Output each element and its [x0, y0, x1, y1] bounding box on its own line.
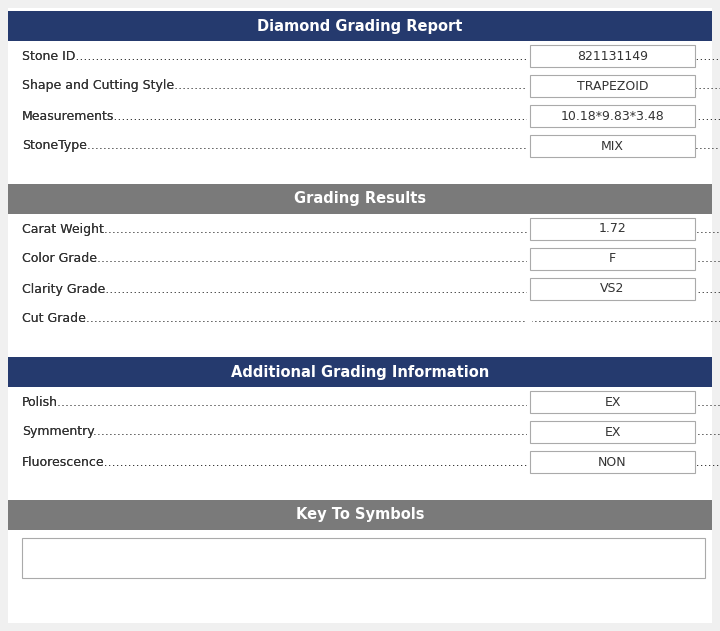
Bar: [527, 136, 532, 156]
Text: Measurements....................................................................: Measurements............................…: [22, 110, 720, 122]
Text: TRAPEZOID: TRAPEZOID: [577, 80, 648, 93]
Bar: [527, 46, 532, 66]
Bar: [530, 278, 695, 300]
Text: Cut Grade: Cut Grade: [22, 312, 86, 326]
Bar: [530, 218, 695, 240]
Bar: [530, 45, 695, 67]
Bar: [8, 11, 712, 41]
Text: 10.18*9.83*3.48: 10.18*9.83*3.48: [561, 110, 665, 122]
Text: EX: EX: [604, 425, 621, 439]
Text: Key To Symbols: Key To Symbols: [296, 507, 424, 522]
Bar: [8, 357, 712, 387]
Text: Symmentry: Symmentry: [22, 425, 94, 439]
Text: 821131149: 821131149: [577, 49, 648, 62]
Bar: [530, 451, 695, 473]
Text: Clarity Grade...................................................................: Clarity Grade...........................…: [22, 283, 720, 295]
Bar: [530, 135, 695, 157]
Bar: [527, 452, 532, 472]
Text: Color Grade: Color Grade: [22, 252, 97, 266]
Text: StoneType: StoneType: [22, 139, 87, 153]
Bar: [527, 76, 532, 96]
Bar: [530, 421, 695, 443]
Text: Clarity Grade: Clarity Grade: [22, 283, 105, 295]
Bar: [527, 279, 532, 299]
Bar: [530, 248, 695, 270]
Bar: [8, 184, 712, 214]
Bar: [530, 75, 695, 97]
Text: EX: EX: [604, 396, 621, 408]
Text: Diamond Grading Report: Diamond Grading Report: [257, 18, 463, 33]
Text: Fluorescence: Fluorescence: [22, 456, 104, 468]
Text: F: F: [609, 252, 616, 266]
Text: Measurements: Measurements: [22, 110, 114, 122]
Text: Shape and Cutting Style.........................................................: Shape and Cutting Style.................…: [22, 80, 720, 93]
Text: Additional Grading Information: Additional Grading Information: [231, 365, 489, 379]
Text: Polish: Polish: [22, 396, 58, 408]
Text: Shape and Cutting Style: Shape and Cutting Style: [22, 80, 174, 93]
Bar: [527, 422, 532, 442]
Text: Cut Grade.......................................................................: Cut Grade...............................…: [22, 312, 720, 326]
Text: 1.72: 1.72: [598, 223, 626, 235]
Bar: [8, 500, 712, 530]
Bar: [527, 249, 532, 269]
Bar: [530, 105, 695, 127]
Text: MIX: MIX: [601, 139, 624, 153]
Text: Fluorescence....................................................................: Fluorescence............................…: [22, 456, 720, 468]
Bar: [530, 391, 695, 413]
Text: Stone ID........................................................................: Stone ID................................…: [22, 49, 720, 62]
Bar: [527, 106, 532, 126]
Text: Color Grade.....................................................................: Color Grade.............................…: [22, 252, 720, 266]
Text: Grading Results: Grading Results: [294, 191, 426, 206]
Text: NON: NON: [598, 456, 627, 468]
Text: Stone ID: Stone ID: [22, 49, 76, 62]
Text: StoneType.......................................................................: StoneType...............................…: [22, 139, 720, 153]
Text: Carat Weight: Carat Weight: [22, 223, 104, 235]
Text: VS2: VS2: [600, 283, 625, 295]
Text: Symmentry.......................................................................: Symmentry...............................…: [22, 425, 720, 439]
Text: Carat Weight....................................................................: Carat Weight............................…: [22, 223, 720, 235]
Bar: [527, 309, 532, 329]
Bar: [527, 219, 532, 239]
Bar: [527, 392, 532, 412]
Bar: [22, 538, 705, 578]
Text: Polish..........................................................................: Polish..................................…: [22, 396, 720, 408]
